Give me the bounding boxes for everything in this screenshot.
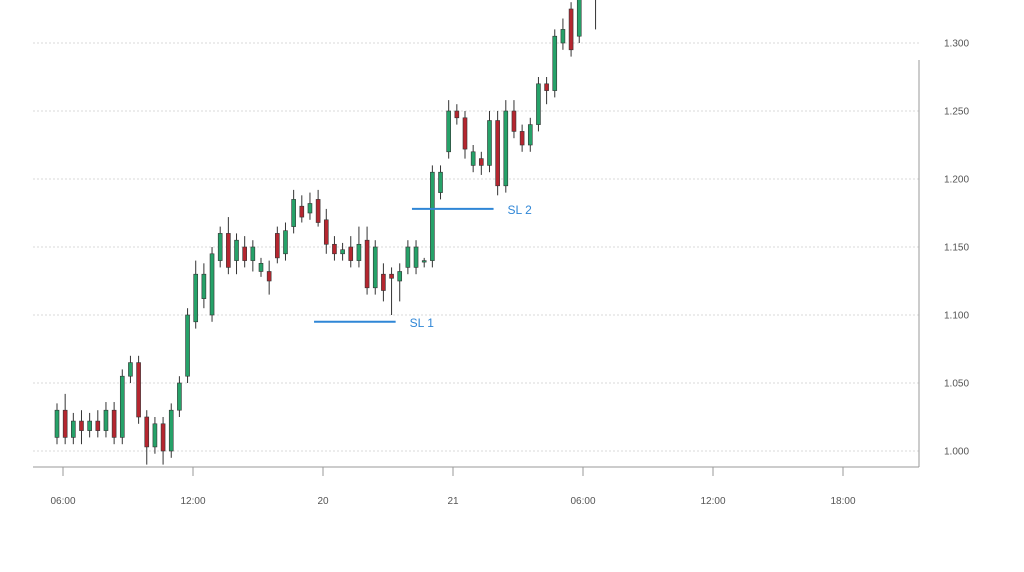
- candle-bullish: [503, 110, 509, 187]
- x-tick-label: 20: [317, 496, 329, 507]
- candle-bullish: [430, 171, 435, 261]
- annotations: SL 1SL 2SL 3Swing low exit: [314, 0, 720, 330]
- candle-bullish: [177, 382, 182, 411]
- candle-bullish: [340, 249, 345, 255]
- y-tick-label: 1.150: [944, 243, 969, 254]
- candle-bearish: [266, 271, 272, 282]
- candle-bearish: [323, 219, 329, 245]
- candle-bullish: [560, 29, 566, 44]
- candle-bullish: [168, 409, 174, 452]
- candle-bullish: [470, 151, 476, 166]
- candle-bullish: [119, 375, 125, 438]
- candle-bullish: [576, 0, 582, 37]
- candle-bearish: [495, 120, 500, 187]
- candle-bullish: [356, 243, 362, 261]
- candle-bullish: [185, 314, 190, 377]
- candle-bearish: [479, 158, 484, 166]
- y-tick-label: 1.000: [944, 447, 969, 458]
- candle-bullish: [527, 124, 533, 146]
- candle-bearish: [568, 8, 574, 51]
- x-tick-label: 12:00: [700, 496, 725, 507]
- stop-loss-label: SL 3: [695, 0, 720, 1]
- candle-bearish: [544, 83, 549, 91]
- candle-bearish: [348, 246, 354, 261]
- candle-bullish: [152, 423, 158, 448]
- candle-bearish: [389, 273, 394, 279]
- candle-bullish: [201, 273, 207, 299]
- candle-bearish: [381, 273, 386, 291]
- candle-bullish: [552, 35, 558, 91]
- candle-bearish: [462, 117, 468, 150]
- candle-bearish: [95, 420, 101, 431]
- candle-bullish: [487, 120, 492, 166]
- x-tick-label: 06:00: [570, 496, 595, 507]
- candles: [54, 0, 597, 465]
- candle-bullish: [372, 246, 378, 289]
- candle-bearish: [511, 110, 517, 132]
- candle-bullish: [397, 271, 403, 282]
- candle-bullish: [193, 273, 199, 323]
- candle-bearish: [111, 409, 117, 438]
- candle-bearish: [79, 420, 84, 431]
- candle-bearish: [144, 416, 150, 448]
- candle-bearish: [299, 205, 305, 218]
- candle-bullish: [217, 233, 223, 261]
- candle-bullish: [536, 83, 541, 125]
- x-tick-label: 12:00: [180, 496, 205, 507]
- y-tick-label: 1.200: [944, 175, 969, 186]
- candle-bullish: [291, 199, 296, 227]
- candle-bullish: [421, 260, 427, 263]
- candle-bearish: [454, 110, 460, 119]
- y-tick-label: 1.050: [944, 379, 969, 390]
- candle-bearish: [242, 246, 247, 261]
- candle-bullish: [103, 409, 109, 431]
- candle-bearish: [62, 409, 68, 438]
- candle-bullish: [283, 230, 288, 255]
- candle-bullish: [405, 246, 411, 268]
- candle-bullish: [71, 420, 76, 438]
- y-tick-label: 1.250: [944, 107, 969, 118]
- x-tick-label: 21: [447, 496, 459, 507]
- candle-bullish: [128, 362, 133, 377]
- candle-bearish: [160, 423, 166, 452]
- axes: 1.0001.0501.1001.1501.2001.2501.3001.350…: [33, 39, 969, 507]
- y-tick-label: 1.300: [944, 39, 969, 50]
- candle-bearish: [519, 131, 525, 146]
- candle-bearish: [364, 239, 370, 289]
- candle-bullish: [234, 239, 239, 261]
- candle-bullish: [413, 246, 419, 268]
- candle-bearish: [332, 243, 337, 255]
- x-tick-label: 06:00: [50, 496, 75, 507]
- candle-bullish: [446, 110, 451, 153]
- candle-bearish: [136, 362, 141, 418]
- candle-bullish: [54, 409, 60, 438]
- candle-bearish: [315, 199, 321, 223]
- candle-bullish: [438, 171, 443, 193]
- candle-bearish: [275, 233, 280, 259]
- grid-lines: [33, 42, 919, 452]
- stop-loss-label: SL 2: [508, 203, 533, 217]
- stop-loss-label: SL 1: [410, 316, 435, 330]
- y-tick-label: 1.100: [944, 311, 969, 322]
- candle-bullish: [258, 263, 264, 272]
- candle-bullish: [250, 246, 256, 261]
- x-tick-label: 18:00: [830, 496, 855, 507]
- candle-bullish: [307, 203, 313, 214]
- candle-bearish: [226, 233, 231, 268]
- candle-bullish: [209, 253, 215, 316]
- candle-bullish: [87, 420, 92, 431]
